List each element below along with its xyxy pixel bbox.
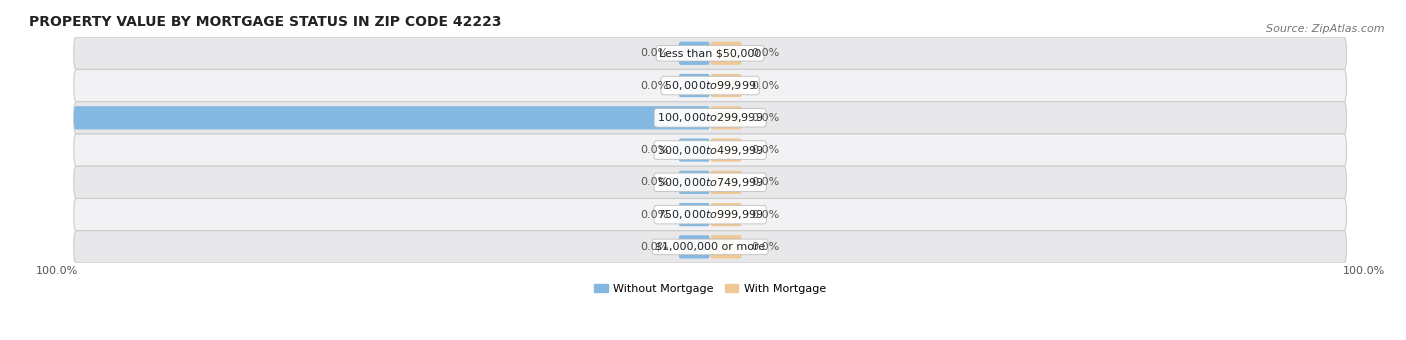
Text: 0.0%: 0.0% xyxy=(751,48,780,58)
FancyBboxPatch shape xyxy=(710,74,742,97)
Text: 100.0%: 100.0% xyxy=(22,113,65,123)
Text: 0.0%: 0.0% xyxy=(751,242,780,252)
FancyBboxPatch shape xyxy=(678,74,710,97)
FancyBboxPatch shape xyxy=(73,134,1347,166)
FancyBboxPatch shape xyxy=(73,231,1347,263)
Text: 100.0%: 100.0% xyxy=(35,266,77,276)
Text: 0.0%: 0.0% xyxy=(751,81,780,90)
FancyBboxPatch shape xyxy=(73,102,1347,134)
Text: 0.0%: 0.0% xyxy=(751,177,780,187)
Text: 0.0%: 0.0% xyxy=(641,242,669,252)
FancyBboxPatch shape xyxy=(678,203,710,226)
Text: PROPERTY VALUE BY MORTGAGE STATUS IN ZIP CODE 42223: PROPERTY VALUE BY MORTGAGE STATUS IN ZIP… xyxy=(30,15,502,29)
Text: 0.0%: 0.0% xyxy=(641,210,669,220)
Text: 0.0%: 0.0% xyxy=(641,81,669,90)
Text: 0.0%: 0.0% xyxy=(751,145,780,155)
Text: $750,000 to $999,999: $750,000 to $999,999 xyxy=(657,208,763,221)
FancyBboxPatch shape xyxy=(710,171,742,194)
FancyBboxPatch shape xyxy=(73,199,1347,231)
Text: $50,000 to $99,999: $50,000 to $99,999 xyxy=(664,79,756,92)
FancyBboxPatch shape xyxy=(710,138,742,162)
FancyBboxPatch shape xyxy=(710,203,742,226)
FancyBboxPatch shape xyxy=(73,69,1347,102)
FancyBboxPatch shape xyxy=(73,166,1347,199)
FancyBboxPatch shape xyxy=(73,106,710,130)
Text: $100,000 to $299,999: $100,000 to $299,999 xyxy=(657,111,763,124)
FancyBboxPatch shape xyxy=(710,106,742,130)
Text: 0.0%: 0.0% xyxy=(751,113,780,123)
Text: 0.0%: 0.0% xyxy=(641,177,669,187)
Text: 0.0%: 0.0% xyxy=(751,210,780,220)
Text: 0.0%: 0.0% xyxy=(641,145,669,155)
FancyBboxPatch shape xyxy=(678,171,710,194)
FancyBboxPatch shape xyxy=(710,235,742,258)
Text: 0.0%: 0.0% xyxy=(641,48,669,58)
FancyBboxPatch shape xyxy=(710,41,742,65)
Text: Less than $50,000: Less than $50,000 xyxy=(659,48,761,58)
Legend: Without Mortgage, With Mortgage: Without Mortgage, With Mortgage xyxy=(591,279,831,298)
Text: $1,000,000 or more: $1,000,000 or more xyxy=(655,242,765,252)
Text: 100.0%: 100.0% xyxy=(1343,266,1385,276)
FancyBboxPatch shape xyxy=(678,235,710,258)
FancyBboxPatch shape xyxy=(678,138,710,162)
Text: $300,000 to $499,999: $300,000 to $499,999 xyxy=(657,143,763,157)
Text: $500,000 to $749,999: $500,000 to $749,999 xyxy=(657,176,763,189)
FancyBboxPatch shape xyxy=(678,41,710,65)
FancyBboxPatch shape xyxy=(73,37,1347,69)
Text: Source: ZipAtlas.com: Source: ZipAtlas.com xyxy=(1267,24,1385,34)
